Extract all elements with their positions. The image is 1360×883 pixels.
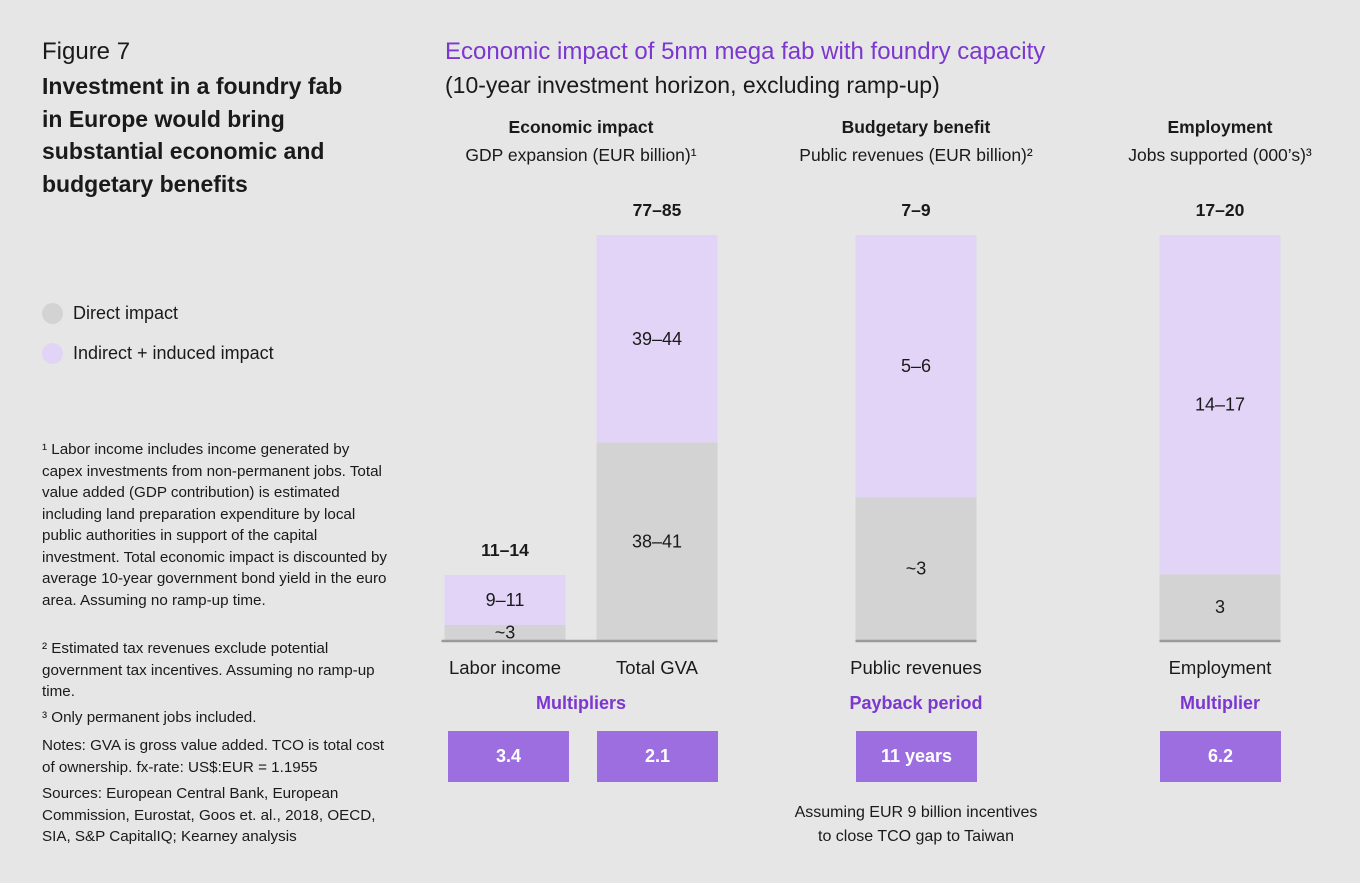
section-heading-budgetary: Budgetary benefit [841,117,991,137]
bar-label-public-revenues-indirect: 5–6 [901,356,931,376]
section-heading-economic: Economic impact [508,117,654,137]
footnote-3: ³ Only permanent jobs included. [42,709,257,726]
category-label-public-revenues: Public revenues [850,657,982,678]
employment-multiplier-heading: Multiplier [1180,693,1260,713]
bar-label-employment-direct: 3 [1215,597,1225,617]
footnote-1: ¹ Labor income includes income generated… [42,441,387,609]
legend-swatch-indirect [42,342,63,364]
legend-label-direct: Direct impact [73,302,179,323]
legend-label-indirect: Indirect + induced impact [73,342,274,363]
bar-label-public-revenues-direct: ~3 [906,559,927,579]
total-label-labor-income: 11–14 [481,540,529,560]
bar-labor-income-indirect [444,575,566,625]
total-label-total-gva: 77–85 [633,200,682,220]
sources-text: Sources: European Central Bank, European… [42,785,376,845]
payback-period-heading: Payback period [849,693,983,713]
section-heading-employment: Employment [1167,117,1273,137]
bar-labor-income-direct [444,625,566,640]
section-subheading-employment: Jobs supported (000’s)³ [1128,145,1312,165]
bar-employment-direct [1159,574,1281,640]
category-label-total-gva: Total GVA [616,657,698,678]
section-subheading-economic: GDP expansion (EUR billion)¹ [465,145,697,165]
incentives-note-line-2: to close TCO gap to Taiwan [818,828,1014,845]
multiplier-box-labor-income: 3.4 [448,731,569,782]
bar-label-employment-indirect: 14–17 [1195,395,1245,415]
bar-label-labor-income-direct: ~3 [495,623,516,643]
bar-total-gva-indirect [596,235,718,443]
footnote-2: ² Estimated tax revenues exclude potenti… [42,640,375,700]
bar-label-labor-income-indirect: 9–11 [486,590,525,610]
bar-public-revenues-direct [855,497,977,640]
figure-title: Investment in a foundry fab in Europe wo… [42,73,343,197]
legend-swatch-direct [42,302,63,324]
chart-title: Economic impact of 5nm mega fab with fou… [445,38,1046,65]
bar-label-total-gva-indirect: 39–44 [632,329,682,349]
bar-public-revenues-indirect [855,235,977,498]
total-label-employment: 17–20 [1196,200,1245,220]
figure-label: Figure 7 [42,38,131,65]
legend-item-direct: Direct impact [42,301,178,325]
total-label-public-revenues: 7–9 [901,200,930,220]
multiplier-box-employment: 6.2 [1160,731,1281,782]
section-subheading-budgetary: Public revenues (EUR billion)² [799,145,1033,165]
bar-label-total-gva-direct: 38–41 [632,531,682,551]
bar-employment-indirect [1159,235,1281,575]
chart-subtitle: (10-year investment horizon, excluding r… [445,72,940,98]
multipliers-heading: Multipliers [535,693,627,713]
multiplier-box-total-gva: 2.1 [597,731,718,782]
incentives-note: Assuming EUR 9 billion incentives to clo… [795,801,1038,849]
incentives-note-line-1: Assuming EUR 9 billion incentives [794,804,1038,821]
bar-total-gva-direct [596,442,718,640]
category-label-employment: Employment [1168,657,1272,678]
payback-period-box: 11 years [856,731,977,782]
legend-item-indirect: Indirect + induced impact [42,341,274,365]
category-label-labor-income: Labor income [448,657,562,678]
notes-text: Notes: GVA is gross value added. TCO is … [42,737,385,776]
